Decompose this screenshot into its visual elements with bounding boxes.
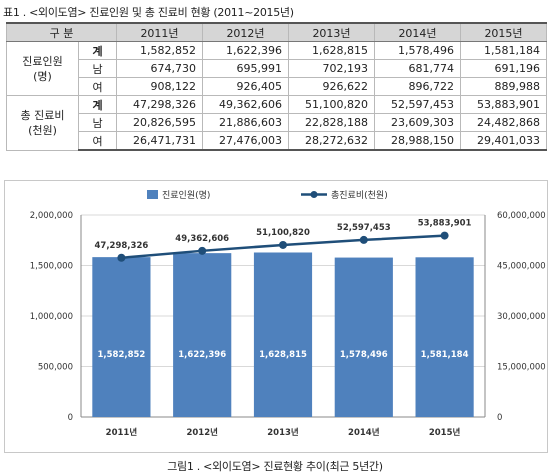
group-unit-text: (명) xyxy=(33,69,52,83)
row-sub-label: 계 xyxy=(78,95,117,114)
table-cell: 908,122 xyxy=(116,77,203,96)
bar xyxy=(92,257,151,417)
bar-data-label: 1,581,184 xyxy=(421,350,469,360)
bar xyxy=(253,252,313,417)
left-axis-tick-label: 1,500,000 xyxy=(30,262,73,272)
table-cell: 702,193 xyxy=(288,59,375,78)
table-row: 총 진료비 (천원) 계 47,298,326 49,362,606 51,10… xyxy=(6,95,547,151)
table-cell: 26,471,731 xyxy=(116,131,203,151)
bar-data-label: 1,582,852 xyxy=(97,350,145,360)
row-sub-label: 남 xyxy=(78,113,117,132)
table-cell: 47,298,326 xyxy=(116,95,203,114)
row-sub-label: 남 xyxy=(78,59,117,78)
x-tick-label: 2015년 xyxy=(429,427,461,438)
table-cell: 691,196 xyxy=(460,59,547,78)
row-sub-label: 여 xyxy=(78,131,117,151)
table-cell: 695,991 xyxy=(202,59,289,78)
header-category: 구 분 xyxy=(6,22,117,42)
table-cell: 24,482,868 xyxy=(460,113,547,132)
table-cell: 1,578,496 xyxy=(374,41,461,60)
header-year: 2011년 xyxy=(116,22,203,42)
table-cell: 51,100,820 xyxy=(288,95,375,114)
group-label-text: 총 진료비 xyxy=(20,108,65,122)
table-title: 표1 . <외이도염> 진료인원 및 총 진료비 현황 (2011~2015년) xyxy=(3,6,294,19)
group-label-patients: 진료인원 (명) xyxy=(6,41,79,96)
table-cell: 1,622,396 xyxy=(202,41,289,60)
x-tick-label: 2014년 xyxy=(348,427,380,438)
right-axis-tick-label: 15,000,000 xyxy=(497,363,546,373)
right-axis-tick-label: 60,000,000 xyxy=(497,211,546,221)
row-sub-label: 여 xyxy=(78,77,117,96)
stats-table: 구 분 2011년 2012년 2013년 2014년 2015년 진료인원 (… xyxy=(6,22,547,151)
line-data-label: 47,298,326 xyxy=(95,241,149,251)
line-point xyxy=(359,235,368,244)
group-label-text: 진료인원 xyxy=(22,54,63,68)
bar-data-label: 1,628,815 xyxy=(259,350,307,360)
line-data-label: 51,100,820 xyxy=(256,228,310,238)
x-tick-label: 2012년 xyxy=(186,427,218,438)
table-cell: 926,622 xyxy=(288,77,375,96)
table-row: 여 26,471,731 27,476,003 28,272,632 28,98… xyxy=(7,131,547,151)
table-cell: 1,581,184 xyxy=(460,41,547,60)
table-cell: 28,988,150 xyxy=(374,131,461,151)
table-cell: 681,774 xyxy=(374,59,461,78)
table-cell: 674,730 xyxy=(116,59,203,78)
table-cell: 49,362,606 xyxy=(202,95,289,114)
row-sub-label: 계 xyxy=(78,41,117,60)
table-row: 남 674,730 695,991 702,193 681,774 691,19… xyxy=(7,59,547,78)
right-axis-tick-label: 45,000,000 xyxy=(497,262,546,272)
left-axis-tick-label: 500,000 xyxy=(38,363,73,373)
table-header-row: 구 분 2011년 2012년 2013년 2014년 2015년 xyxy=(6,22,547,42)
right-axis-tick-label: 30,000,000 xyxy=(497,312,546,322)
line-data-label: 49,362,606 xyxy=(175,234,229,244)
legend-label: 진료인원(명) xyxy=(162,190,210,201)
table-cell: 20,826,595 xyxy=(116,113,203,132)
x-tick-label: 2013년 xyxy=(267,427,299,438)
header-year: 2013년 xyxy=(288,22,375,42)
table-cell: 28,272,632 xyxy=(288,131,375,151)
chart-frame: 0 500,000 1,000,000 1,500,000 2,000,000 0 15,0… xyxy=(4,180,548,453)
table-row: 진료인원 (명) 계 1,582,852 1,622,396 1,628,815… xyxy=(6,41,547,96)
line-data-label: 52,597,453 xyxy=(337,223,391,233)
left-axis-tick-label: 2,000,000 xyxy=(30,211,73,221)
table-cell: 22,828,188 xyxy=(288,113,375,132)
table-cell: 29,401,033 xyxy=(460,131,547,151)
bar-data-label: 1,578,496 xyxy=(340,350,388,360)
figure-caption: 그림1 . <외이도염> 진료현황 추이(최근 5년간) xyxy=(167,460,383,473)
table-row: 남 20,826,595 21,886,603 22,828,188 23,60… xyxy=(7,113,547,132)
table-cell: 21,886,603 xyxy=(202,113,289,132)
bar xyxy=(415,257,474,417)
line-point xyxy=(279,240,287,249)
legend-swatch-bar xyxy=(147,190,158,199)
table-cell: 53,883,901 xyxy=(460,95,547,114)
table-cell: 889,988 xyxy=(460,77,547,96)
table-cell: 27,476,003 xyxy=(202,131,289,151)
table-row: 여 908,122 926,405 926,622 896,722 889,98… xyxy=(7,77,547,96)
combo-chart: 0 500,000 1,000,000 1,500,000 2,000,000 0 15,0… xyxy=(30,190,546,438)
left-axis-tick-label: 1,000,000 xyxy=(30,312,73,322)
line-point xyxy=(198,246,207,255)
table-cell: 1,628,815 xyxy=(288,41,375,60)
header-year: 2015년 xyxy=(460,22,547,42)
x-tick-label: 2011년 xyxy=(106,427,138,438)
table-cell: 52,597,453 xyxy=(374,95,461,114)
bar-data-label: 1,622,396 xyxy=(178,350,226,360)
group-label-cost: 총 진료비 (천원) xyxy=(6,95,79,151)
legend-label: 총진료비(천원) xyxy=(331,190,388,201)
table-cell: 926,405 xyxy=(202,77,289,96)
bar xyxy=(173,253,232,417)
right-axis-tick-label: 0 xyxy=(497,413,502,423)
bar xyxy=(334,257,393,417)
group-unit-text: (천원) xyxy=(28,123,57,137)
table-cell: 896,722 xyxy=(374,77,461,96)
header-year: 2014년 xyxy=(374,22,461,42)
table-cell: 1,582,852 xyxy=(116,41,203,60)
line-point xyxy=(117,253,126,262)
left-axis-tick-label: 0 xyxy=(68,413,73,423)
line-point xyxy=(440,231,449,240)
line-data-label: 53,883,901 xyxy=(418,219,472,229)
table-cell: 23,609,303 xyxy=(374,113,461,132)
header-year: 2012년 xyxy=(202,22,289,42)
legend-swatch-marker xyxy=(310,191,318,198)
